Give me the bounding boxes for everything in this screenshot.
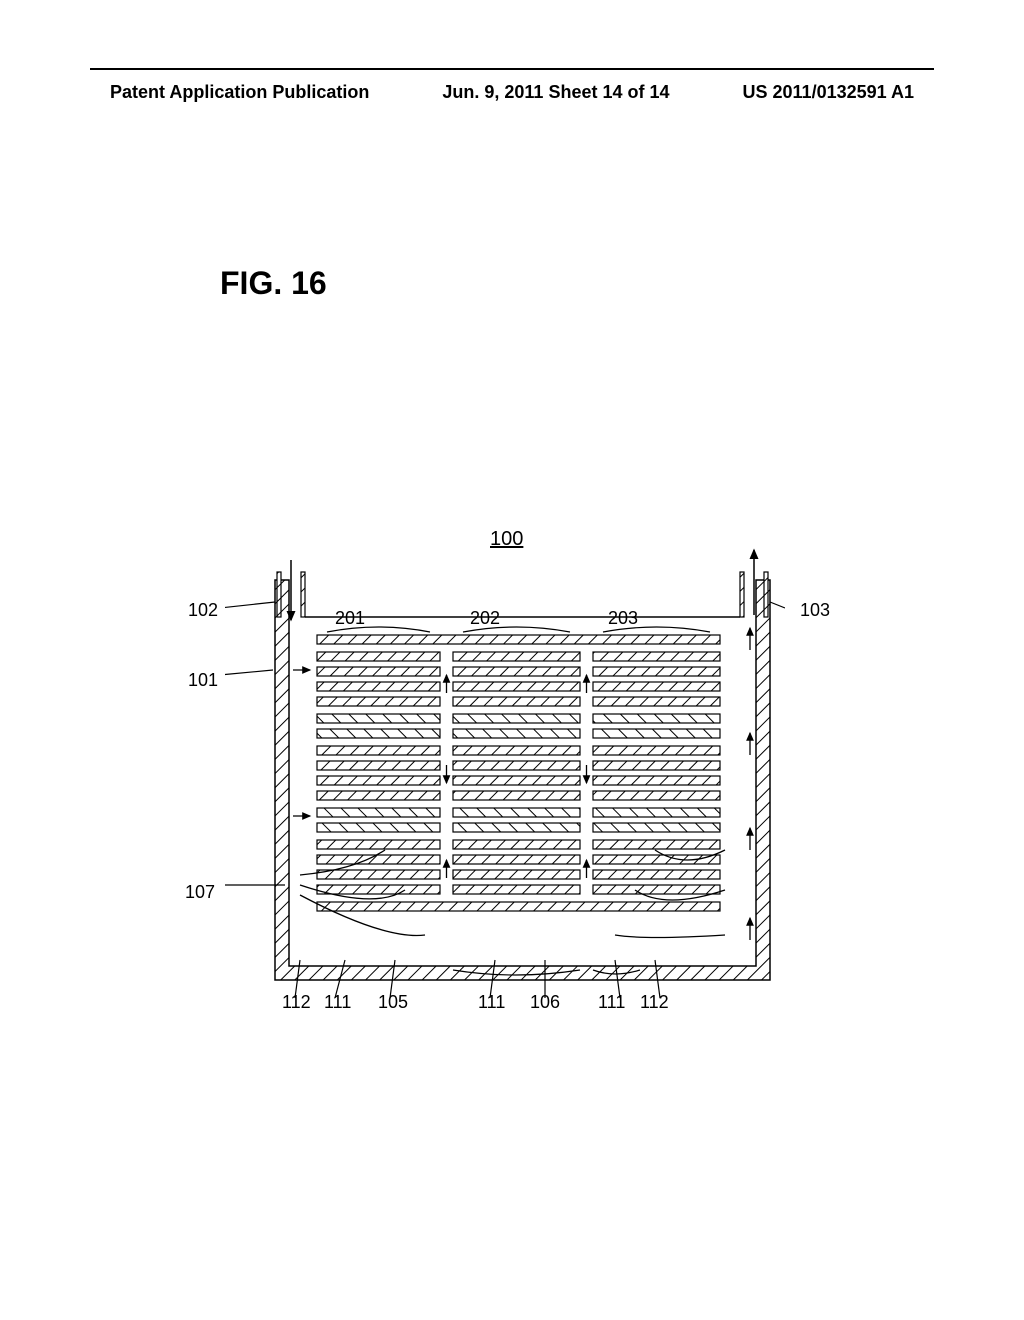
- header-left: Patent Application Publication: [110, 82, 369, 103]
- header-right: US 2011/0132591 A1: [743, 82, 914, 103]
- ref-107: 107: [185, 882, 215, 903]
- ref-101: 101: [188, 670, 218, 691]
- ref-103: 103: [800, 600, 830, 621]
- figure-label: FIG. 16: [220, 265, 327, 302]
- header-center: Jun. 9, 2011 Sheet 14 of 14: [442, 82, 669, 103]
- ref-102: 102: [188, 600, 218, 621]
- page-header: Patent Application Publication Jun. 9, 2…: [110, 82, 914, 103]
- diagram: [225, 540, 785, 1020]
